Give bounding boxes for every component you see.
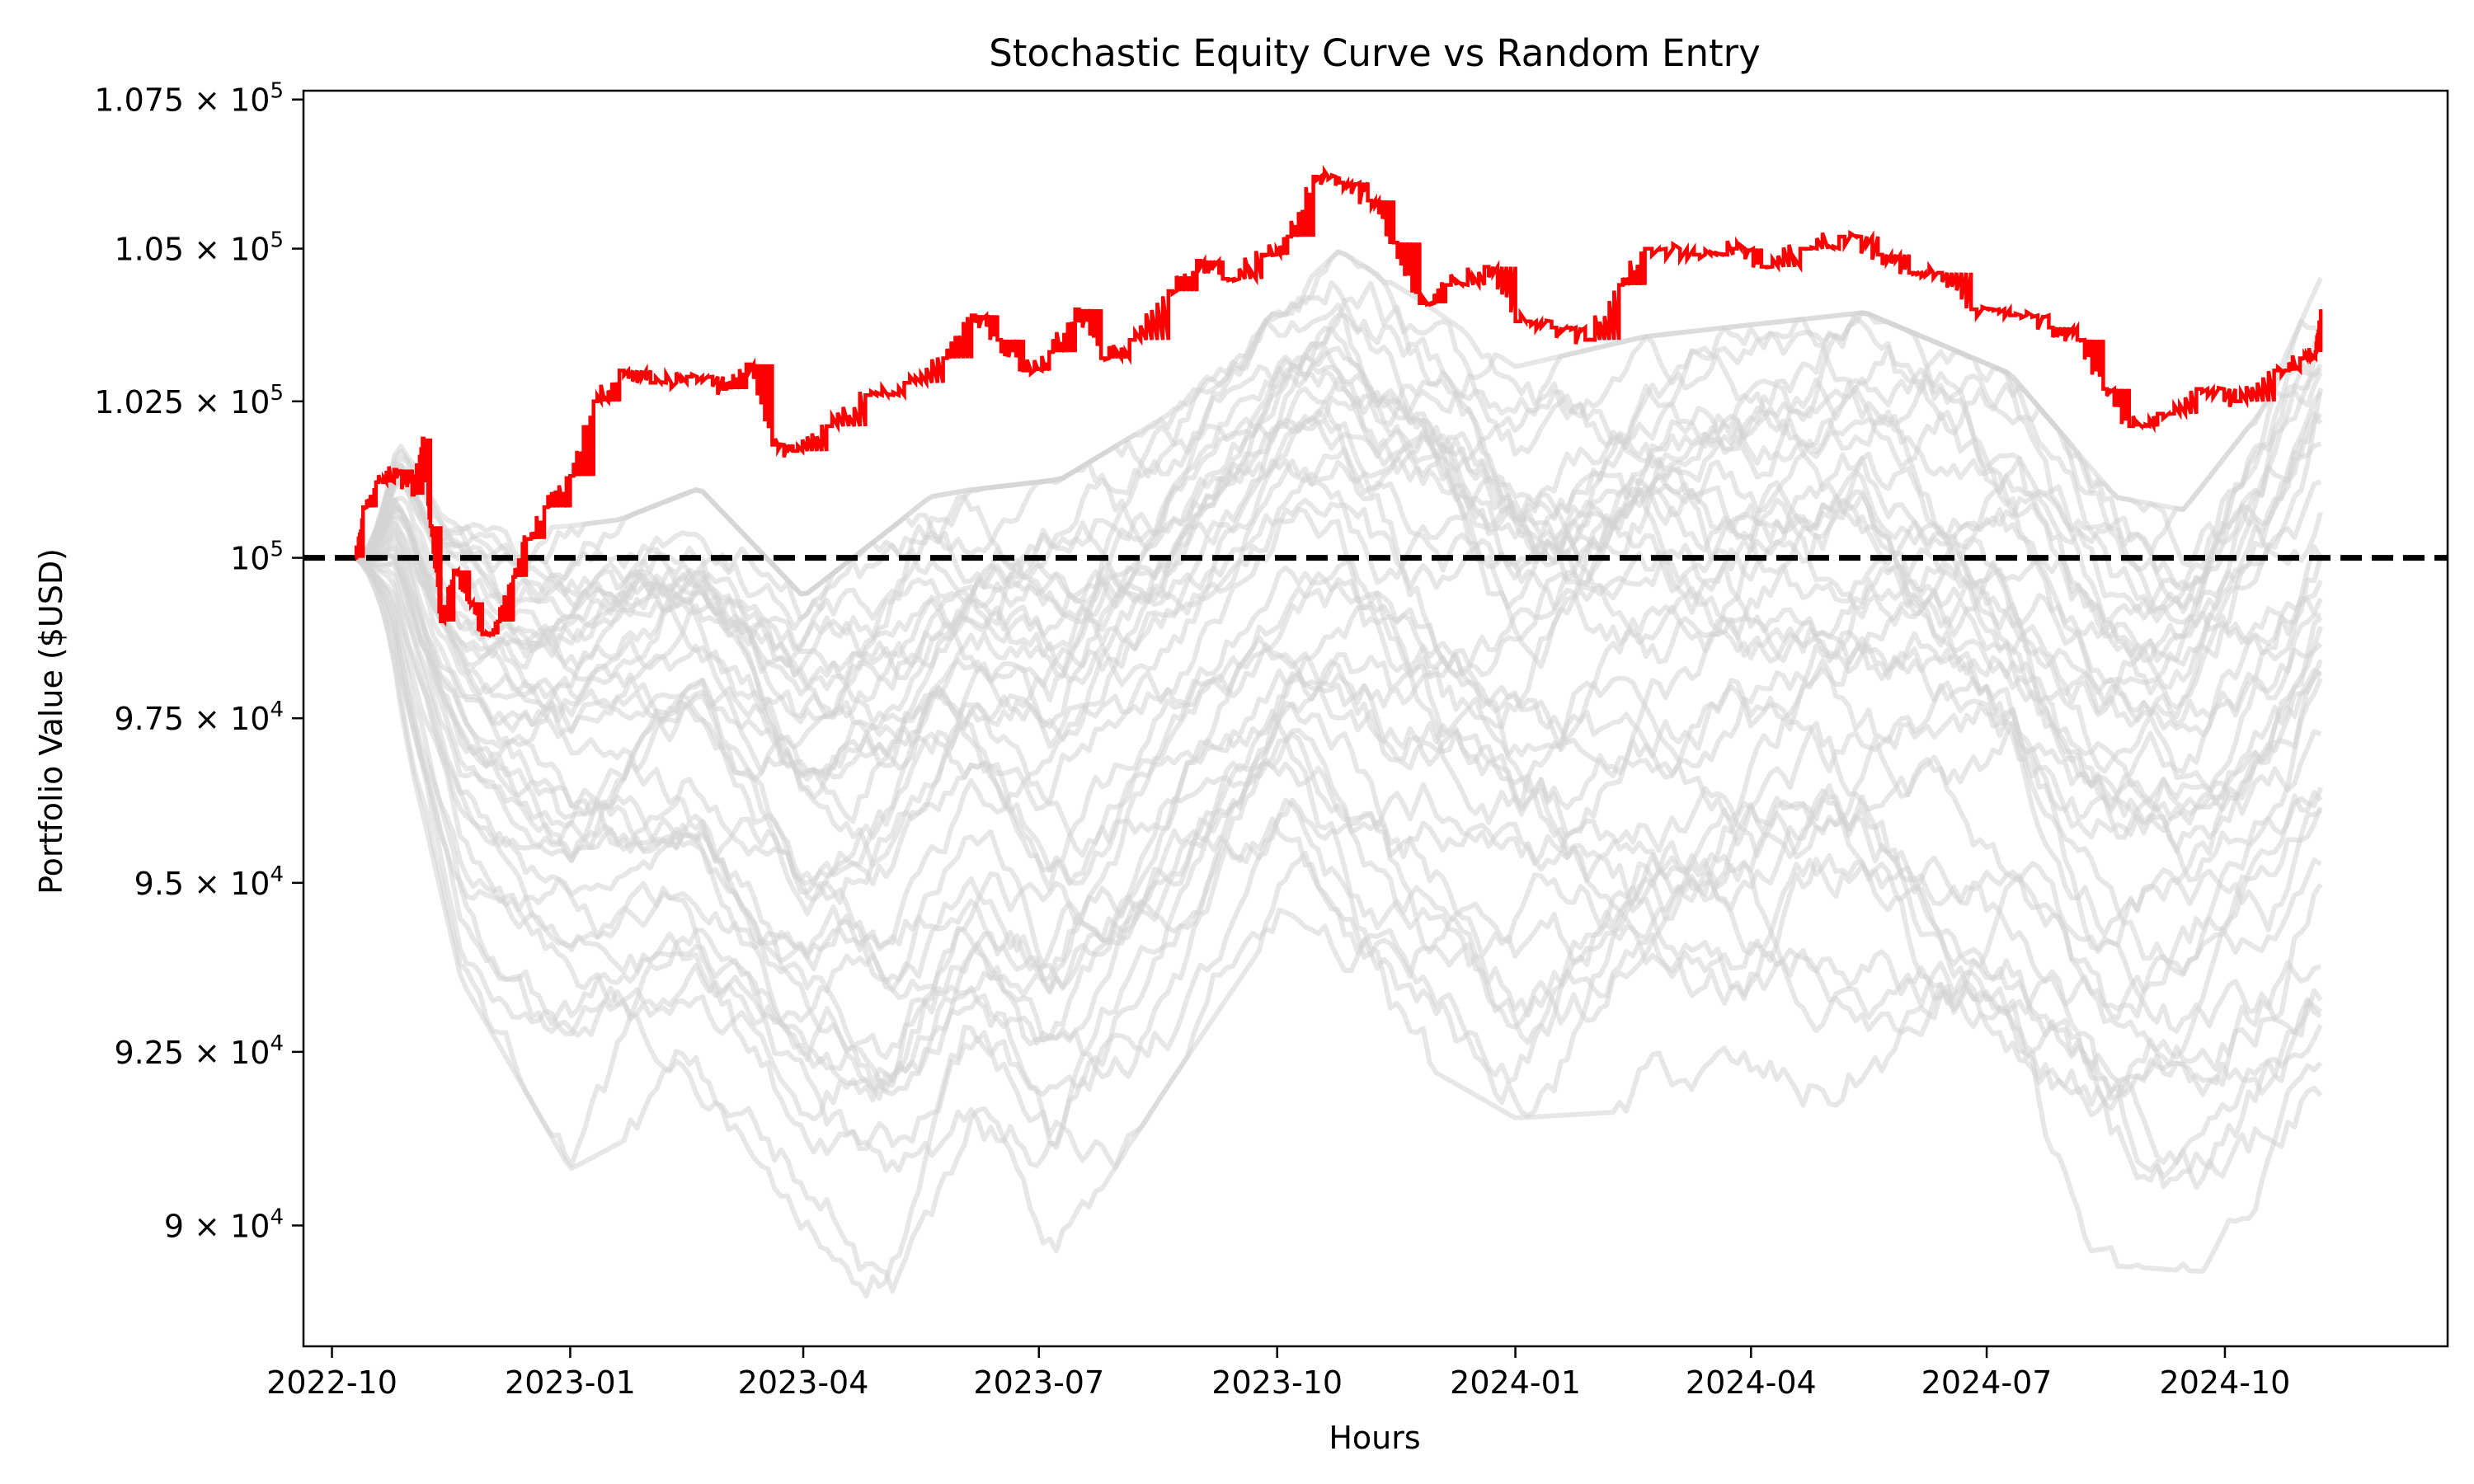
x-tick-label: 2024-04 (1686, 1364, 1817, 1401)
y-tick-label: 1.05 × 105 (114, 228, 284, 268)
strategy-layer (354, 164, 2323, 639)
random-entry-path (354, 555, 2322, 993)
strategy-equity-line (354, 164, 2323, 639)
x-axis-label: Hours (1329, 1420, 1420, 1456)
random-entry-path (354, 371, 2323, 767)
y-tick-label: 9 × 104 (164, 1205, 284, 1244)
y-tick-label: 9.25 × 104 (114, 1031, 284, 1071)
x-tick-label: 2023-04 (738, 1364, 869, 1401)
random-entry-path (355, 406, 2322, 892)
y-tick-label: 9.5 × 104 (134, 862, 284, 902)
random-entry-path (354, 555, 2321, 1118)
random-entry-path (355, 420, 2322, 690)
x-tick-label: 2024-07 (1921, 1364, 2053, 1401)
random-entry-path (353, 556, 2323, 1190)
random-entry-path (354, 556, 2322, 1122)
y-tick-label: 1.075 × 105 (94, 79, 284, 119)
random-entry-path (354, 556, 2323, 1101)
y-tick-label: 9.75 × 104 (114, 697, 284, 737)
random-entry-path (355, 249, 2324, 725)
y-tick-label: 105 (230, 538, 284, 577)
random-entry-path (354, 367, 2323, 681)
random-entry-paths (353, 249, 2324, 1299)
random-entry-path (355, 552, 2323, 1019)
x-tick-label: 2024-01 (1450, 1364, 1581, 1401)
random-entry-path (355, 364, 2323, 826)
chart-title: Stochastic Equity Curve vs Random Entry (989, 31, 1761, 75)
x-axis-ticks: 2022-10 2023-01 2023-04 2023-07 2023-10 2024-… (266, 1346, 2290, 1401)
x-tick-label: 2023-01 (505, 1364, 636, 1401)
x-tick-label: 2023-10 (1211, 1364, 1343, 1401)
random-entry-path (354, 310, 2323, 623)
y-tick-label: 1.025 × 105 (94, 381, 284, 420)
y-axis-label: Portfolio Value ($USD) (33, 548, 69, 895)
random-entry-path (355, 366, 2323, 937)
random-entry-path (355, 415, 2323, 972)
plot-area-frame (302, 89, 2449, 1348)
x-tick-label: 2024-10 (2160, 1364, 2291, 1401)
random-entry-path (354, 556, 2323, 1092)
random-entry-path (355, 367, 2323, 720)
random-entry-path (354, 556, 2323, 1173)
random-entry-path (354, 556, 2322, 1294)
x-tick-label: 2023-07 (973, 1364, 1104, 1401)
y-axis-ticks: 9 × 104 9.25 × 104 9.5 × 104 9.75 × 104 105 1… (94, 79, 303, 1244)
x-tick-label: 2022-10 (266, 1364, 397, 1401)
